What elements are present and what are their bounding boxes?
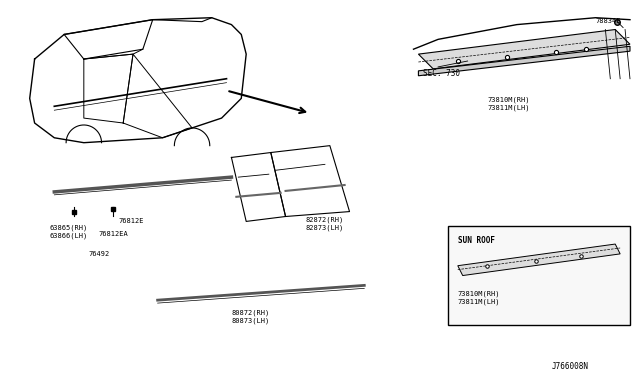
Text: SUN ROOF: SUN ROOF [458, 236, 495, 245]
Text: 63865(RH): 63865(RH) [49, 224, 88, 231]
Text: 78834E: 78834E [596, 18, 621, 24]
Text: SEC. 730: SEC. 730 [423, 69, 460, 78]
Text: 76492: 76492 [89, 251, 110, 257]
Text: 73811M(LH): 73811M(LH) [458, 298, 500, 305]
Text: 82872(RH): 82872(RH) [305, 217, 344, 223]
Text: 73810M(RH): 73810M(RH) [458, 290, 500, 297]
Text: 63866(LH): 63866(LH) [49, 232, 88, 239]
Text: 76812EA: 76812EA [99, 231, 129, 237]
Bar [448, 226, 630, 325]
Polygon shape [458, 244, 620, 276]
Text: 73810M(RH): 73810M(RH) [487, 96, 530, 103]
Text: 76812E: 76812E [118, 218, 144, 224]
Text: 80873(LH): 80873(LH) [232, 318, 269, 324]
Polygon shape [419, 29, 630, 69]
Polygon shape [419, 46, 630, 76]
Text: 73811M(LH): 73811M(LH) [487, 104, 530, 111]
Text: 80872(RH): 80872(RH) [232, 310, 269, 317]
Text: J766008N: J766008N [551, 362, 588, 371]
Text: 82873(LH): 82873(LH) [305, 224, 344, 231]
